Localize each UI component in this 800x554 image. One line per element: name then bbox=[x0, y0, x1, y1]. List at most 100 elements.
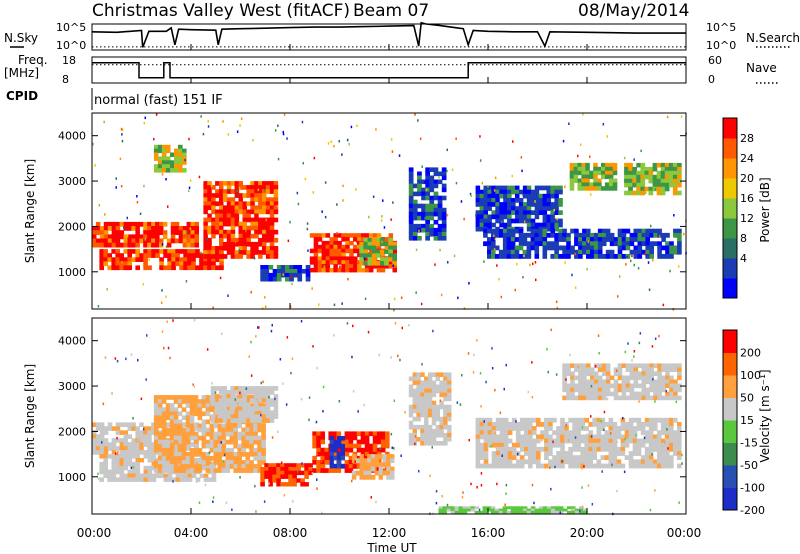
heatmap-cell bbox=[265, 189, 271, 194]
heatmap-cell bbox=[544, 417, 549, 423]
heatmap-cell bbox=[548, 422, 553, 427]
heatmap-cell bbox=[424, 404, 429, 410]
heatmap-cell bbox=[625, 383, 631, 389]
heatmap-cell bbox=[99, 422, 105, 427]
heatmap-cell bbox=[443, 384, 448, 390]
heatmap-cell bbox=[669, 387, 674, 393]
heatmap-cell bbox=[568, 434, 573, 440]
heatmap-cell bbox=[628, 182, 633, 188]
heatmap-cell bbox=[261, 423, 266, 429]
heatmap-cell bbox=[408, 232, 414, 237]
heatmap-cell bbox=[233, 427, 238, 433]
heatmap-cell bbox=[429, 179, 435, 185]
heatmap-cell bbox=[669, 379, 674, 385]
scatter-cell bbox=[400, 296, 403, 299]
heatmap-cell bbox=[475, 210, 481, 215]
heatmap-cell bbox=[258, 250, 263, 255]
heatmap-cell bbox=[217, 452, 223, 457]
scatter-cell bbox=[496, 418, 498, 422]
heatmap-cell bbox=[582, 387, 587, 393]
heatmap-cell bbox=[161, 456, 167, 461]
heatmap-cell bbox=[483, 202, 488, 207]
heatmap-cell bbox=[165, 148, 171, 154]
heatmap-cell bbox=[257, 435, 262, 441]
scatter-cell bbox=[479, 135, 481, 138]
heatmap-cell bbox=[625, 237, 631, 242]
heatmap-cell bbox=[139, 477, 145, 482]
scatter-cell bbox=[189, 179, 192, 182]
heatmap-cell bbox=[269, 246, 275, 251]
scatter-cell bbox=[527, 390, 530, 394]
heatmap-cell bbox=[135, 477, 141, 482]
scatter-cell bbox=[248, 355, 250, 358]
heatmap-cell bbox=[669, 430, 674, 436]
heatmap-cell bbox=[669, 367, 674, 372]
scatter-cell bbox=[192, 383, 194, 386]
heatmap-cell bbox=[147, 442, 152, 447]
heatmap-cell bbox=[273, 394, 279, 399]
heatmap-cell bbox=[367, 261, 373, 266]
heatmap-cell bbox=[454, 510, 460, 514]
heatmap-cell bbox=[234, 209, 240, 215]
heatmap-cell bbox=[600, 463, 606, 469]
heatmap-cell bbox=[528, 455, 533, 460]
heatmap-cell bbox=[617, 371, 623, 376]
heatmap-cell bbox=[420, 424, 425, 430]
heatmap-cell bbox=[408, 183, 414, 189]
heatmap-cell bbox=[447, 372, 452, 377]
heatmap-cell bbox=[276, 272, 282, 278]
heatmap-cell bbox=[665, 375, 670, 381]
heatmap-cell bbox=[353, 256, 358, 261]
heatmap-cell bbox=[187, 477, 193, 482]
heatmap-cell bbox=[494, 245, 500, 251]
heatmap-cell bbox=[178, 164, 183, 169]
heatmap-cell bbox=[528, 442, 533, 448]
heatmap-cell bbox=[207, 241, 212, 247]
heatmap-cell bbox=[412, 388, 417, 394]
heatmap-cell bbox=[588, 430, 593, 436]
heatmap-cell bbox=[175, 477, 181, 482]
scatter-cell bbox=[104, 213, 106, 216]
scatter-cell bbox=[581, 466, 583, 470]
heatmap-cell bbox=[605, 249, 611, 255]
heatmap-cell bbox=[425, 236, 430, 241]
heatmap-cell bbox=[660, 459, 666, 465]
heatmap-cell bbox=[388, 241, 393, 247]
heatmap-cell bbox=[241, 435, 246, 441]
heatmap-cell bbox=[217, 431, 223, 437]
scatter-cell bbox=[193, 319, 196, 322]
heatmap-cell bbox=[431, 412, 437, 418]
heatmap-cell bbox=[233, 452, 238, 457]
heatmap-cell bbox=[582, 237, 587, 242]
heatmap-cell bbox=[333, 443, 338, 449]
scatter-cell bbox=[200, 115, 202, 118]
heatmap-cell bbox=[628, 434, 634, 440]
heatmap-cell bbox=[558, 506, 564, 510]
heatmap-cell bbox=[572, 417, 577, 423]
heatmap-cell bbox=[178, 148, 183, 154]
heatmap-cell bbox=[170, 230, 176, 235]
heatmap-cell bbox=[153, 152, 159, 157]
heatmap-cell bbox=[205, 399, 211, 404]
heatmap-cell bbox=[486, 506, 492, 510]
heatmap-cell bbox=[262, 229, 267, 235]
heatmap-cell bbox=[633, 375, 639, 381]
heatmap-cell bbox=[269, 386, 275, 391]
heatmap-cell bbox=[317, 237, 323, 242]
scatter-cell bbox=[534, 200, 536, 203]
heatmap-cell bbox=[143, 238, 148, 244]
heatmap-cell bbox=[157, 439, 163, 445]
heatmap-cell bbox=[155, 249, 160, 254]
heatmap-cell bbox=[222, 414, 228, 419]
scatter-cell bbox=[393, 399, 396, 402]
heatmap-cell bbox=[608, 162, 614, 168]
heatmap-cell bbox=[378, 462, 383, 468]
heatmap-cell bbox=[424, 376, 429, 382]
heatmap-cell bbox=[337, 459, 342, 465]
heatmap-cell bbox=[628, 459, 634, 465]
heatmap-cell bbox=[562, 254, 567, 259]
heatmap-cell bbox=[412, 207, 418, 213]
scatter-cell bbox=[459, 403, 462, 406]
heatmap-cell bbox=[573, 174, 579, 180]
heatmap-cell bbox=[265, 201, 271, 207]
